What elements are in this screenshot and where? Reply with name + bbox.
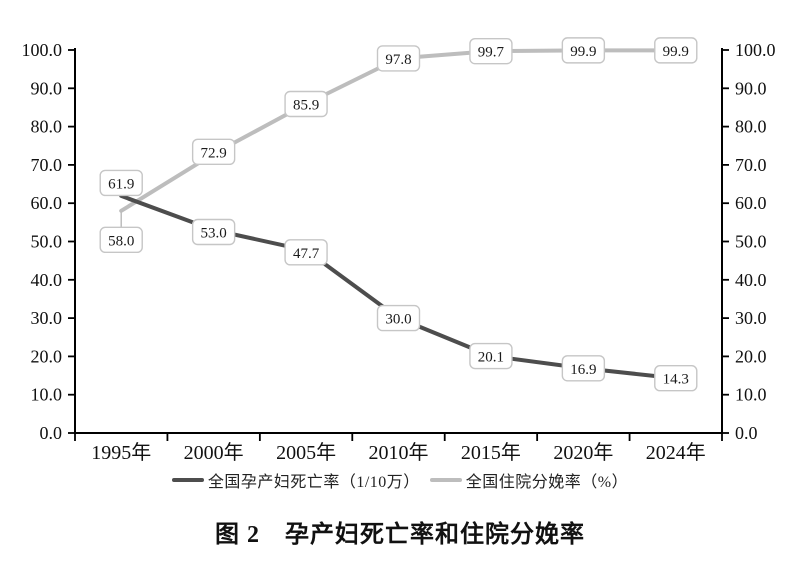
x-tick-label: 2005年 xyxy=(276,441,336,464)
mortality-line-swatch-icon xyxy=(171,478,204,482)
data-label-box xyxy=(191,138,236,165)
data-label-box xyxy=(376,304,421,332)
y-tick-label-right: 50.0 xyxy=(735,232,767,252)
data-label-box xyxy=(376,45,421,72)
y-tick-label-right: 30.0 xyxy=(735,308,767,328)
data-label-value: 58.0 xyxy=(108,233,134,249)
y-tick-label-left: 0.0 xyxy=(40,423,63,443)
data-label-value: 16.9 xyxy=(570,362,596,378)
x-tick-label: 2000年 xyxy=(184,441,244,464)
data-label-box xyxy=(561,355,606,382)
y-tick-label-right: 40.0 xyxy=(735,270,767,290)
y-tick-label-left: 100.0 xyxy=(22,40,63,60)
data-label-box xyxy=(284,90,328,118)
x-tick-label: 2015年 xyxy=(461,441,521,464)
x-tick-label: 2010年 xyxy=(369,441,429,464)
data-label-value: 85.9 xyxy=(293,98,319,114)
data-label-box xyxy=(561,37,606,64)
data-label-value: 97.8 xyxy=(385,52,411,68)
legend: 全国孕产妇死亡率（1/10万） 全国住院分娩率（%） xyxy=(0,468,800,492)
legend-label-delivery: 全国住院分娩率（%） xyxy=(465,474,629,491)
y-tick-label-left: 90.0 xyxy=(31,78,63,98)
y-tick-label-left: 40.0 xyxy=(31,270,63,290)
data-label-value: 53.0 xyxy=(201,226,227,242)
data-label-box xyxy=(469,342,513,370)
data-label-value: 47.7 xyxy=(293,246,320,262)
series-line-1 xyxy=(119,48,678,213)
y-tick-label-left: 30.0 xyxy=(31,308,63,328)
y-tick-label-right: 80.0 xyxy=(735,117,767,137)
y-tick-label-right: 70.0 xyxy=(735,155,767,175)
data-label-box xyxy=(654,37,698,64)
y-tick-label-left: 20.0 xyxy=(31,346,63,366)
data-label-value: 72.9 xyxy=(201,145,227,161)
legend-item-delivery: 全国住院分娩率（%） xyxy=(429,468,629,492)
delivery-line-swatch-icon xyxy=(429,478,462,482)
y-tick-label-left: 10.0 xyxy=(31,385,63,405)
line-chart-canvas: 0.0 0.0 10.0 10.0 20.0 20.0 30.0 30.0 40.0 40.0 50… xyxy=(22,37,776,464)
data-label-box xyxy=(99,226,143,254)
y-tick-label-left: 70.0 xyxy=(31,155,63,175)
data-label-value: 14.3 xyxy=(663,372,689,388)
y-tick-label-right: 100.0 xyxy=(735,40,776,60)
data-label-box xyxy=(654,365,698,392)
y-tick-label-right: 10.0 xyxy=(735,385,767,405)
data-label-value: 99.9 xyxy=(570,44,596,60)
figure-caption: 图 2 孕产妇死亡率和住院分娩率 xyxy=(215,522,585,548)
data-label-value: 30.0 xyxy=(385,312,411,328)
y-tick-label-right: 60.0 xyxy=(735,193,767,213)
data-label-value: 99.7 xyxy=(478,45,505,61)
data-label-value: 61.9 xyxy=(108,176,134,192)
x-tick-label: 2020年 xyxy=(553,441,613,464)
data-label-value: 99.9 xyxy=(663,44,689,60)
y-tick-label-left: 80.0 xyxy=(31,117,63,137)
data-label-box xyxy=(191,218,236,246)
data-label-value: 20.1 xyxy=(478,350,504,366)
y-tick-label-left: 60.0 xyxy=(31,193,63,213)
x-tick-label: 2024年 xyxy=(646,441,706,464)
data-label-box xyxy=(469,37,513,65)
y-tick-label-right: 20.0 xyxy=(735,346,767,366)
y-tick-label-right: 90.0 xyxy=(735,78,767,98)
legend-label-mortality: 全国孕产妇死亡率（1/10万） xyxy=(207,474,420,491)
legend-item-mortality: 全国孕产妇死亡率（1/10万） xyxy=(171,468,420,492)
x-tick-label: 1995年 xyxy=(91,441,151,464)
y-tick-label-right: 0.0 xyxy=(735,423,758,443)
y-tick-label-left: 50.0 xyxy=(31,232,63,252)
data-label-box xyxy=(99,169,143,197)
data-label-box xyxy=(284,239,328,266)
